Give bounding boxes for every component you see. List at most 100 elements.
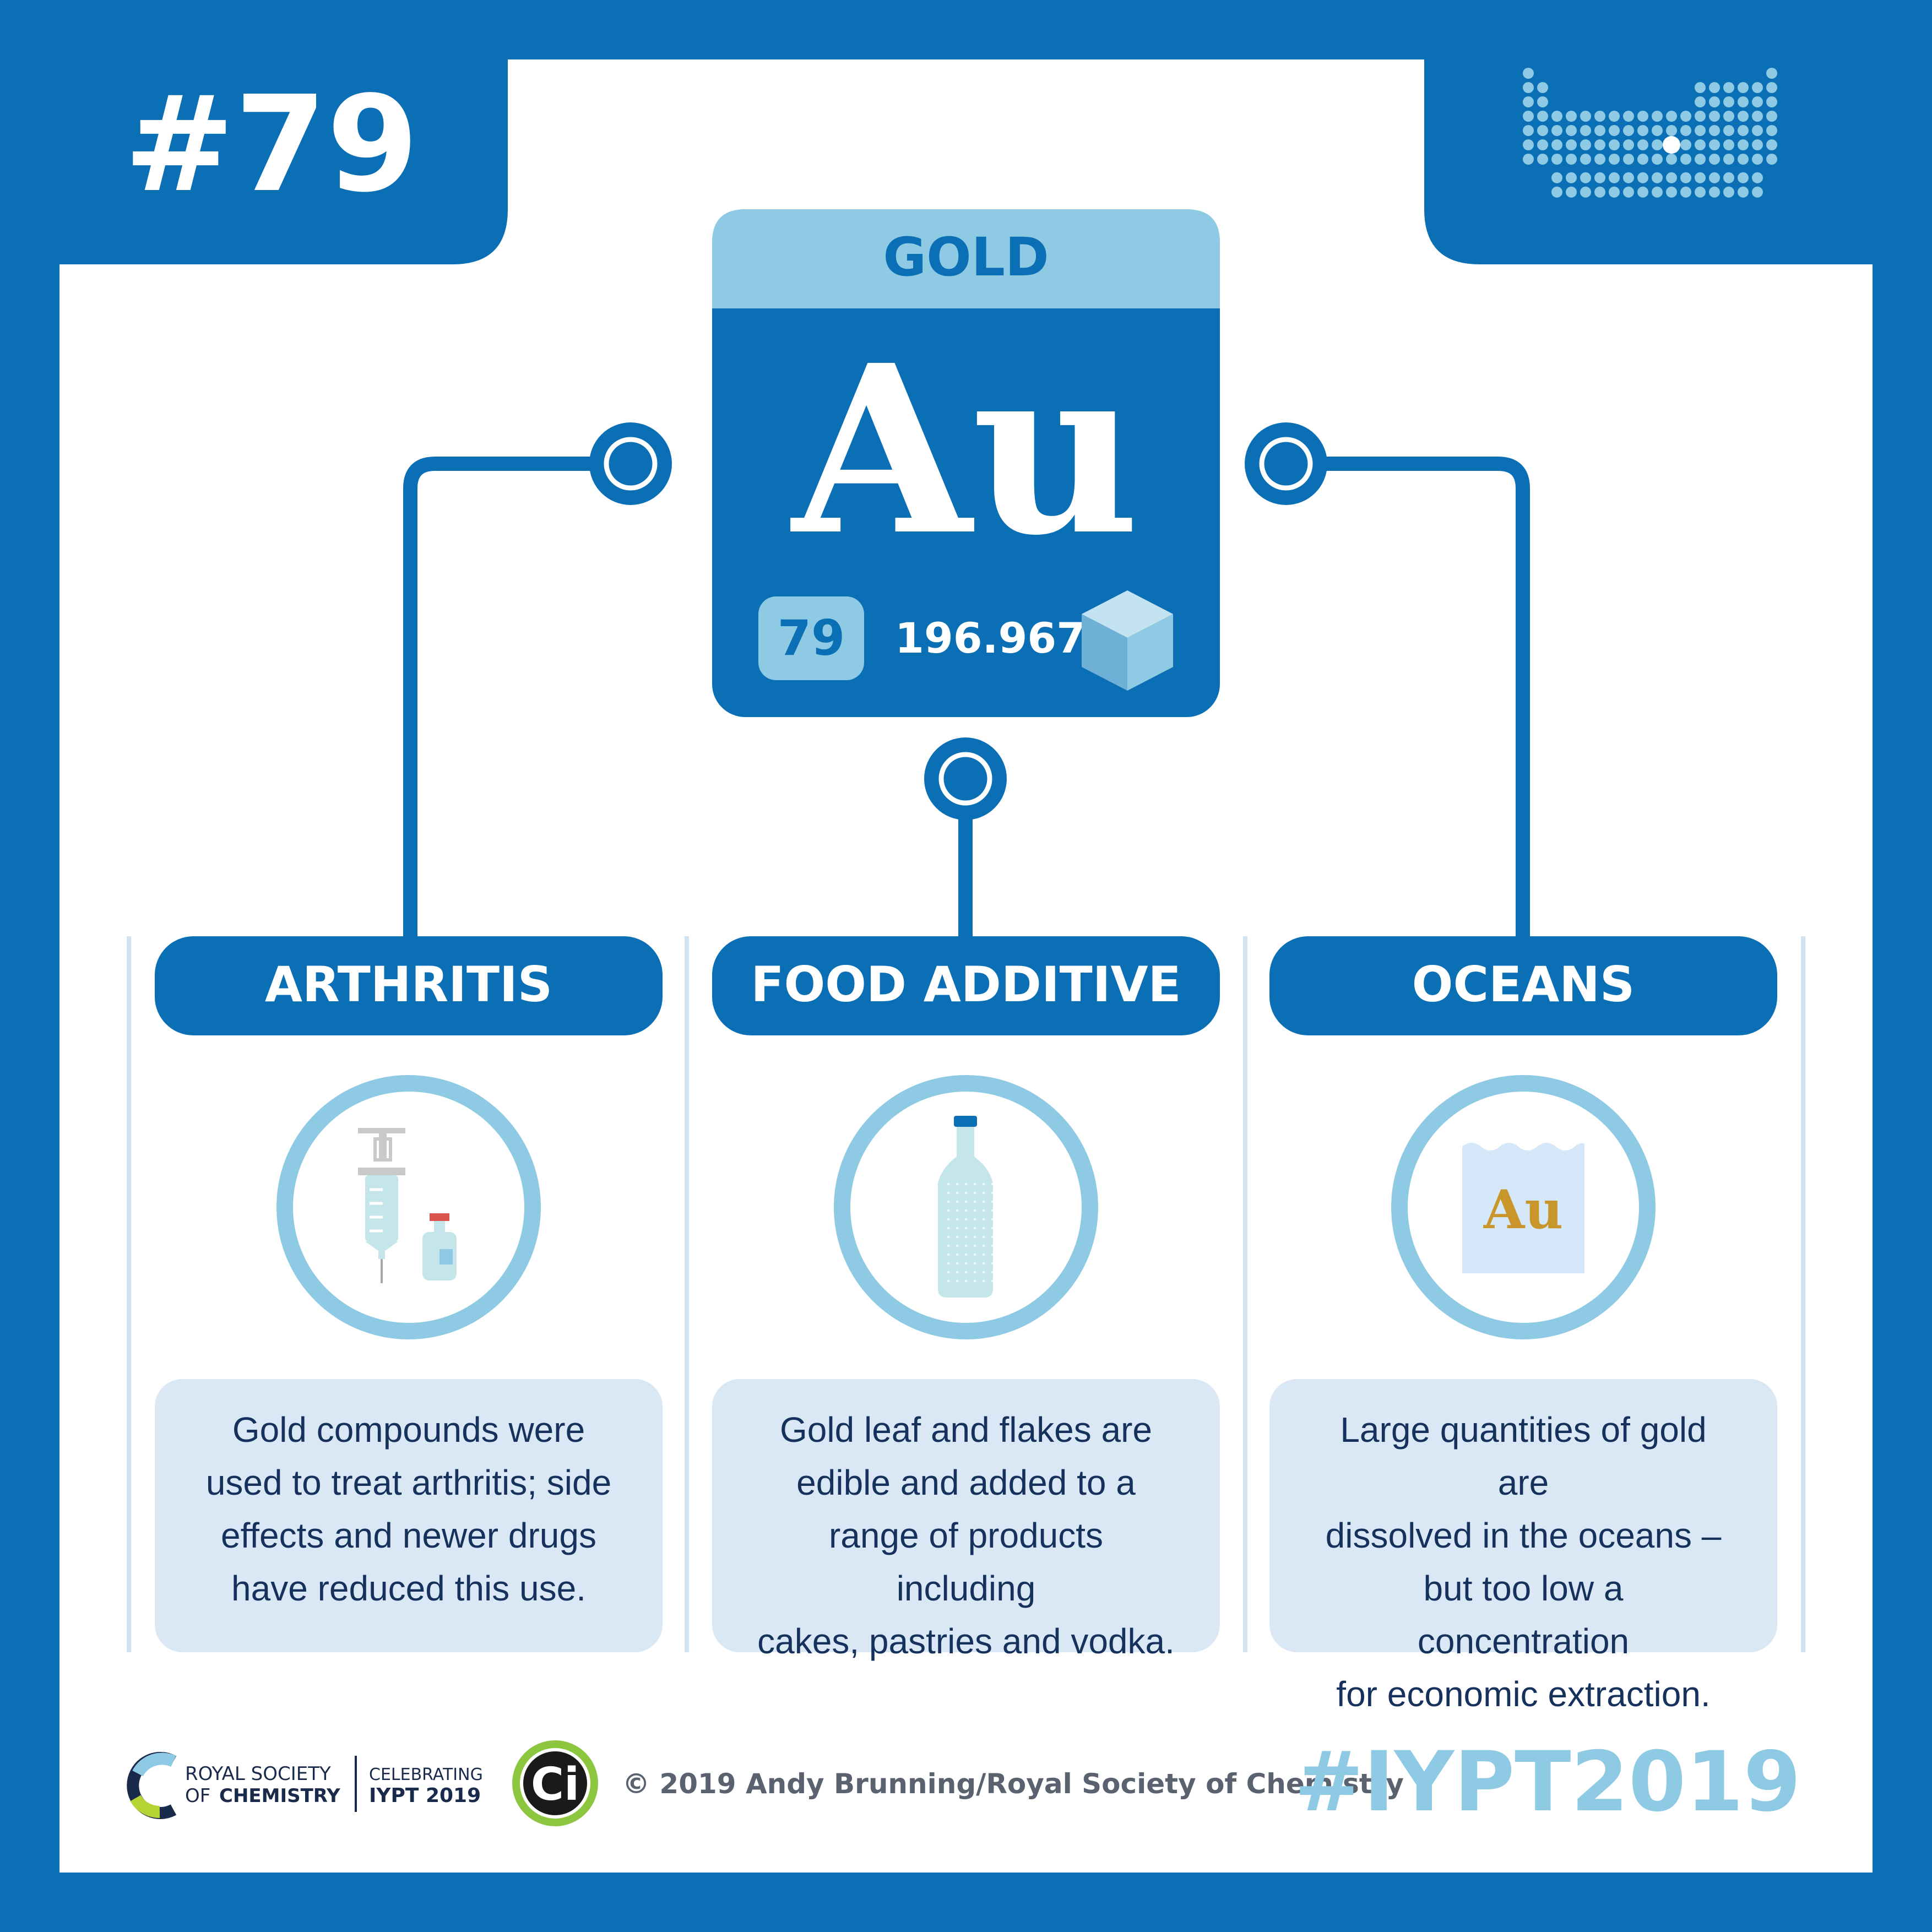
periodic-dot <box>1723 154 1734 165</box>
description-box-oceans <box>1269 1379 1777 1652</box>
periodic-dot <box>1580 186 1591 198</box>
periodic-dot <box>1566 125 1577 136</box>
bottle-sparkle <box>973 1209 976 1212</box>
periodic-dot <box>1623 154 1634 165</box>
periodic-dot <box>1566 154 1577 165</box>
bottle-sparkle <box>947 1218 950 1221</box>
periodic-dot <box>1709 172 1720 183</box>
rsc-line-1: ROYAL SOCIETY <box>185 1763 331 1785</box>
periodic-dot <box>1738 111 1749 122</box>
bottle-sparkle <box>956 1191 959 1195</box>
bottle-sparkle <box>947 1279 950 1283</box>
periodic-dot <box>1680 139 1691 150</box>
periodic-dot <box>1523 111 1534 122</box>
periodic-dot <box>1623 186 1634 198</box>
bottle-sparkle <box>947 1209 950 1212</box>
icon-ring-arthritis <box>276 1075 541 1339</box>
ocean-water-icon: Au <box>1462 1143 1584 1273</box>
periodic-dot <box>1551 139 1562 150</box>
periodic-dot <box>1695 96 1706 107</box>
bottle-sparkle <box>947 1262 950 1265</box>
periodic-dot <box>1709 82 1720 93</box>
bottle-sparkle <box>991 1279 994 1283</box>
description-line: edible and added to a <box>796 1463 1136 1502</box>
periodic-dot <box>1738 186 1749 198</box>
atomic-number: 79 <box>778 610 845 666</box>
periodic-dot <box>1752 172 1763 183</box>
element-number-badge: #79 <box>124 67 419 221</box>
bottle-sparkle <box>947 1227 950 1230</box>
periodic-dot <box>1766 68 1777 79</box>
column-separators <box>127 936 1805 1652</box>
bottle-sparkle <box>982 1218 985 1221</box>
bottle-sparkle <box>956 1279 959 1283</box>
periodic-dot <box>1723 186 1734 198</box>
periodic-dot <box>1551 154 1562 165</box>
periodic-dot <box>1623 111 1634 122</box>
periodic-dot <box>1523 96 1534 107</box>
syringe-vial-icon <box>358 1128 457 1283</box>
bottle-sparkle <box>964 1279 968 1283</box>
periodic-dot <box>1680 111 1691 122</box>
bottle-sparkle <box>956 1182 959 1186</box>
bottle-sparkle <box>947 1182 950 1186</box>
bottle-sparkle <box>964 1191 968 1195</box>
bottle-sparkle <box>964 1271 968 1274</box>
bottle-sparkle <box>956 1244 959 1247</box>
periodic-dot <box>1766 154 1777 165</box>
bottle-sparkle <box>947 1271 950 1274</box>
svg-text:FOOD ADDITIVE: FOOD ADDITIVE <box>751 956 1181 1013</box>
bottle-sparkle <box>991 1209 994 1212</box>
periodic-dot <box>1551 172 1562 183</box>
bottle-sparkle <box>991 1200 994 1203</box>
bottle-sparkle <box>991 1262 994 1265</box>
periodic-dot <box>1752 125 1763 136</box>
periodic-dot <box>1709 154 1720 165</box>
bottle-sparkle <box>964 1235 968 1239</box>
description-line: Gold leaf and flakes are <box>780 1410 1152 1450</box>
number-tab <box>59 59 508 264</box>
periodic-dot <box>1523 125 1534 136</box>
periodic-dot <box>1680 154 1691 165</box>
bottle-sparkle <box>973 1227 976 1230</box>
periodic-dot <box>1551 186 1562 198</box>
bottle-sparkle <box>964 1209 968 1212</box>
periodic-dot <box>1738 125 1749 136</box>
periodic-dot <box>1594 125 1605 136</box>
description-arthritis: Gold compounds were used to treat arthri… <box>199 1403 618 1615</box>
bottle-sparkle <box>982 1235 985 1239</box>
periodic-dot <box>1537 125 1548 136</box>
periodic-dot <box>1652 186 1663 198</box>
bottle-sparkle <box>956 1271 959 1274</box>
periodic-dot <box>1752 82 1763 93</box>
highlighted-element-dot <box>1663 136 1680 154</box>
periodic-dot <box>1666 125 1677 136</box>
periodic-dot <box>1752 111 1763 122</box>
bottle-sparkle <box>964 1262 968 1265</box>
periodic-dot <box>1723 111 1734 122</box>
bottle-sparkle <box>982 1271 985 1274</box>
connector-node-left <box>589 422 672 505</box>
periodic-dot <box>1580 154 1591 165</box>
ci-logo-text: Ci <box>531 1759 579 1811</box>
bottle-sparkle <box>991 1218 994 1221</box>
bottle-sparkle <box>982 1279 985 1283</box>
periodic-dot <box>1709 111 1720 122</box>
copyright-text: © 2019 Andy Brunning/Royal Society of Ch… <box>622 1768 1404 1800</box>
bottle-sparkle <box>973 1200 976 1203</box>
ci-logo: Ci <box>512 1740 598 1826</box>
periodic-dot <box>1723 82 1734 93</box>
periodic-dot <box>1680 172 1691 183</box>
periodic-dot <box>1566 172 1577 183</box>
bottle-sparkle <box>956 1235 959 1239</box>
periodic-dot <box>1766 96 1777 107</box>
bottle-sparkle <box>982 1200 985 1203</box>
periodic-dot <box>1609 172 1620 183</box>
periodic-dot <box>1594 154 1605 165</box>
bottle-sparkle <box>991 1235 994 1239</box>
periodic-dot <box>1709 96 1720 107</box>
rsc-line-2a: OF <box>185 1785 210 1807</box>
periodic-dot <box>1580 125 1591 136</box>
bottle-sparkle <box>973 1235 976 1239</box>
